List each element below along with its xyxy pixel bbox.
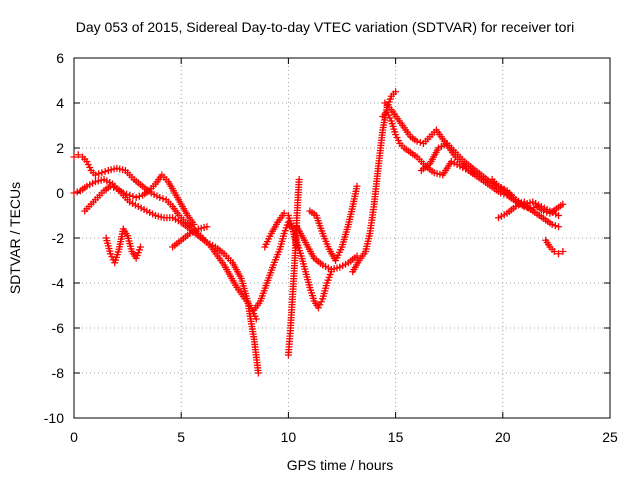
data-point [70,153,78,161]
grid-lines [74,58,610,418]
data-point [159,195,167,203]
x-tick-label: 20 [495,429,511,445]
x-tick-label: 10 [281,429,297,445]
data-point [540,207,548,215]
data-point [317,298,325,306]
data-point [190,221,198,228]
data-point [551,222,559,230]
data-point [527,205,535,213]
data-point [392,131,400,138]
data-point [119,189,127,197]
y-tick-label: -6 [52,320,65,336]
y-tick-label: 4 [56,95,64,111]
x-tick-label: 15 [388,429,404,445]
data-point [83,158,91,165]
data-point [550,248,558,255]
data-point [386,114,394,122]
data-point [559,200,567,208]
chart-title: Day 053 of 2015, Sidereal Day-to-day VTE… [76,19,575,35]
data-point [110,183,118,191]
data-point [548,221,556,228]
data-point [74,151,82,159]
data-point [416,138,424,146]
data-point [126,191,134,199]
y-tick-label: -8 [52,365,65,381]
y-tick-label: 6 [56,50,64,66]
data-point [559,248,567,255]
data-point [91,171,99,179]
data-point [280,209,288,217]
data-point [132,194,140,201]
y-tick-label: 2 [56,140,64,156]
x-tick-label: 5 [177,429,185,445]
data-point [106,182,114,190]
data-point [135,192,143,200]
data-point [353,182,361,190]
data-point [95,170,103,178]
data-point [84,161,92,168]
data-point [86,164,94,171]
data-point [295,176,303,183]
x-tick-label: 0 [70,429,78,445]
y-tick-label: 0 [56,185,64,201]
data-point [316,301,324,309]
data-point [129,192,137,200]
y-axis-ticks: -10 -8 -6 -4 -2 0 2 4 6 [44,50,610,426]
data-point [106,250,114,258]
data-point [383,108,391,116]
data-point [555,250,563,258]
data-point [392,88,400,96]
data-point [156,194,164,201]
y-tick-label: -4 [52,275,65,291]
data-point [101,168,109,176]
data-point [520,198,528,206]
data-point [555,212,563,219]
data-point [73,188,81,196]
x-tick-label: 25 [602,429,618,445]
y-tick-label: -2 [52,230,65,246]
data-point [394,137,402,144]
x-axis-label: GPS time / hours [287,457,394,473]
data-point [136,243,144,251]
data-point [384,111,392,119]
data-point [254,369,262,377]
data-point [123,190,131,198]
data-point [314,304,322,312]
data-point [70,189,78,197]
x-axis-ticks: 0 5 10 15 20 25 [70,58,618,445]
data-points [70,88,567,377]
data-point [555,223,563,231]
data-point [413,137,421,145]
data-point [393,134,401,141]
data-point [98,169,106,177]
data-point [203,223,211,231]
y-tick-label: -10 [44,410,64,426]
y-axis-label: SDTVAR / TECUs [7,182,23,294]
data-point [523,204,531,212]
